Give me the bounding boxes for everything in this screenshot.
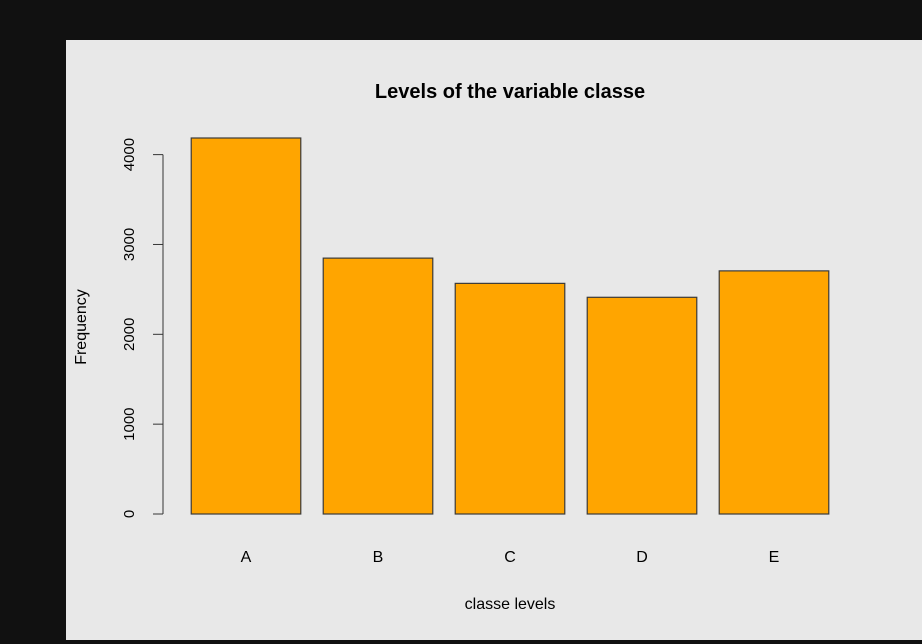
y-axis-label: Frequency [73, 289, 90, 365]
x-axis-label: classe levels [465, 596, 556, 613]
bars-group [190, 137, 830, 515]
y-tick-label: 4000 [121, 138, 138, 171]
x-tick-label: D [636, 549, 648, 566]
bar-b [322, 257, 434, 515]
chart-title: Levels of the variable classe [375, 81, 645, 103]
bar-c [454, 282, 566, 515]
x-tick-label: A [241, 549, 252, 566]
y-tick-label: 1000 [121, 407, 138, 440]
bar-e [718, 270, 830, 515]
x-tick-label: E [769, 549, 780, 566]
y-tick-label: 0 [121, 510, 138, 518]
x-tick-label: B [373, 549, 384, 566]
y-tick-label: 3000 [121, 228, 138, 261]
x-tick-labels: A B C D E [241, 549, 780, 566]
x-tick-label: C [504, 549, 516, 566]
bar-a [190, 137, 302, 515]
y-tick-label: 2000 [121, 318, 138, 351]
bar-d [586, 296, 698, 515]
y-axis: 0 1000 2000 3000 4000 [121, 138, 164, 518]
